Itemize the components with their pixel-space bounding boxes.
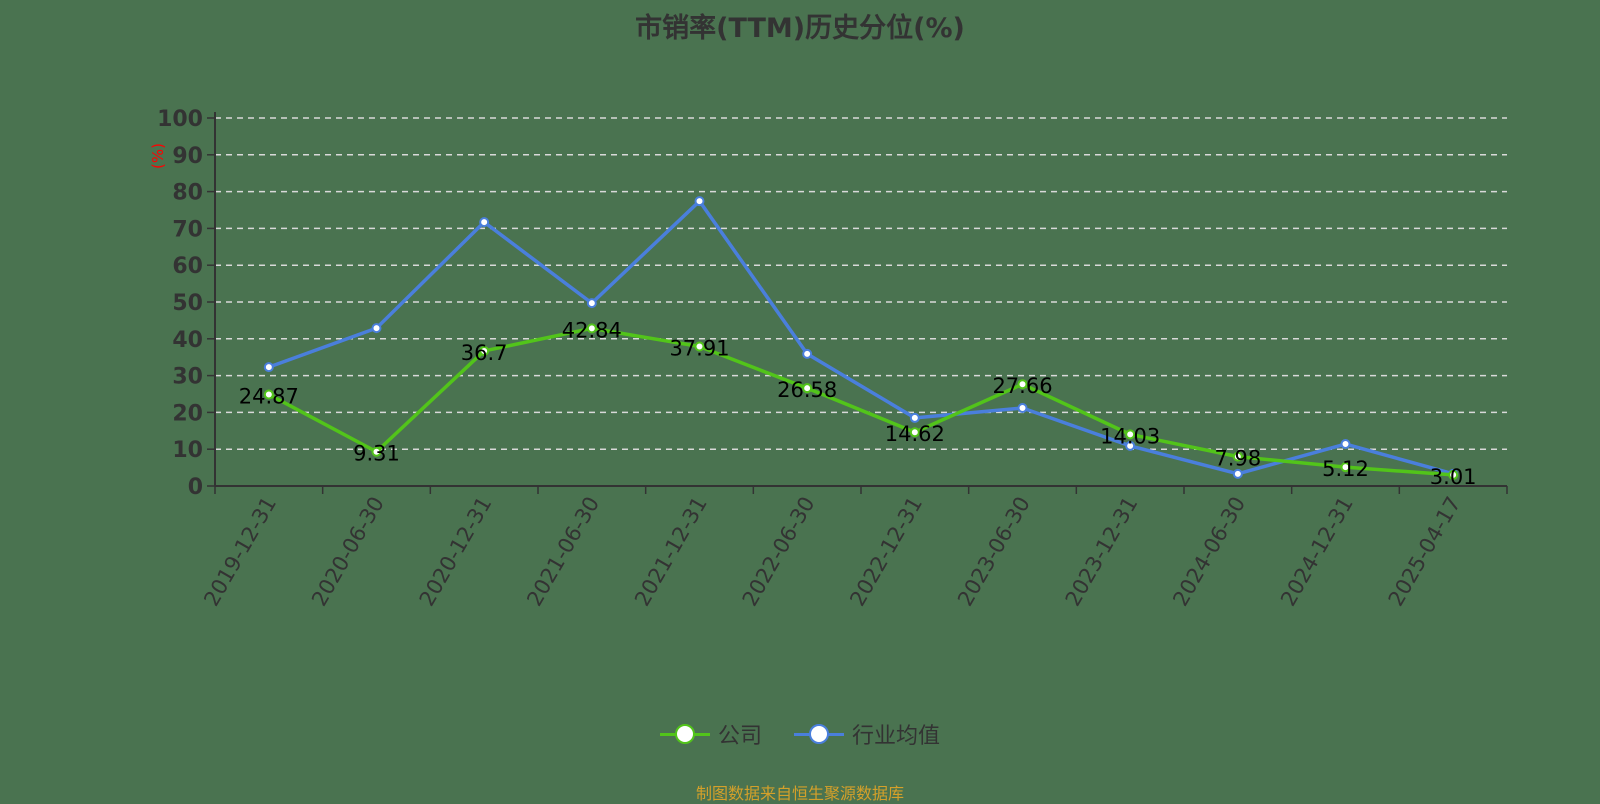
industry-point[interactable]: [1125, 440, 1136, 451]
industry-point[interactable]: [586, 298, 597, 309]
y-axis-unit-label: (%): [149, 143, 167, 169]
company-point[interactable]: [1232, 451, 1243, 462]
company-point[interactable]: [1125, 429, 1136, 440]
company-point[interactable]: [479, 345, 490, 356]
data-label: 14.03: [1100, 424, 1160, 448]
data-label: 27.66: [992, 374, 1052, 398]
data-label: 37.91: [669, 336, 729, 360]
industry-point[interactable]: [802, 348, 813, 359]
data-label: 7.98: [1214, 447, 1261, 471]
y-tick-label: 10: [172, 438, 203, 463]
y-tick-label: 20: [172, 401, 203, 426]
legend-company-marker-icon: [659, 724, 710, 744]
company-point[interactable]: [263, 389, 274, 400]
x-tick-label: 2024-12-31: [1276, 493, 1358, 611]
industry-point[interactable]: [909, 412, 920, 423]
y-tick-label: 40: [172, 328, 203, 353]
source-note: 制图数据来自恒生聚源数据库: [695, 784, 904, 803]
data-label: 9.31: [353, 442, 400, 466]
x-tick-label: 2021-06-30: [522, 493, 604, 611]
x-tick-label: 2020-12-31: [415, 492, 497, 610]
company-line: [268, 326, 1454, 477]
company-point[interactable]: [909, 427, 920, 438]
industry-point[interactable]: [1017, 402, 1028, 413]
data-label: 42.84: [562, 318, 622, 342]
x-tick-label: 2022-06-30: [738, 493, 820, 611]
industry-point[interactable]: [263, 362, 274, 373]
company-point[interactable]: [1017, 379, 1028, 390]
y-tick-label: 30: [172, 365, 203, 390]
y-tick-label: 100: [157, 107, 203, 132]
data-label: 26.58: [777, 378, 837, 402]
legend-industry-marker-icon: [794, 724, 844, 744]
industry-line: [268, 199, 1454, 476]
company-point[interactable]: [802, 383, 813, 394]
legend-item-industry[interactable]: 行业均值: [794, 718, 940, 750]
legend-item-company[interactable]: 公司: [659, 718, 762, 750]
data-label: 24.87: [239, 384, 299, 408]
y-tick-label: 50: [172, 291, 203, 316]
y-tick-label: 80: [172, 181, 203, 206]
y-tick-label: 0: [188, 475, 203, 500]
company-point[interactable]: [694, 341, 705, 352]
data-label: 5.12: [1322, 457, 1369, 481]
data-label: 14.62: [885, 422, 945, 446]
legend: 公司 行业均值: [0, 718, 1600, 750]
x-tick-label: 2021-12-31: [630, 493, 712, 611]
company-point[interactable]: [1340, 462, 1351, 473]
industry-point[interactable]: [694, 196, 705, 207]
company-point[interactable]: [1448, 469, 1459, 480]
data-label: 3.01: [1430, 465, 1477, 489]
x-tick-label: 2020-06-30: [307, 493, 389, 611]
industry-point[interactable]: [1340, 439, 1351, 450]
y-tick-label: 90: [172, 144, 203, 169]
x-tick-label: 2019-12-31: [199, 493, 281, 611]
company-point[interactable]: [371, 446, 382, 457]
x-tick-label: 2025-04-17: [1384, 493, 1466, 611]
x-tick-label: 2023-06-30: [953, 493, 1035, 611]
industry-point[interactable]: [1232, 468, 1243, 479]
y-tick-label: 60: [172, 254, 203, 279]
legend-label-industry: 行业均值: [852, 724, 941, 749]
company-point[interactable]: [586, 323, 597, 334]
x-tick-label: 2023-12-31: [1061, 493, 1143, 611]
industry-point[interactable]: [479, 217, 490, 228]
x-tick-label: 2022-12-31: [845, 492, 927, 610]
y-tick-label: 70: [172, 217, 203, 242]
industry-point[interactable]: [371, 323, 382, 334]
legend-label-company: 公司: [717, 724, 762, 749]
chart-title: 市销率(TTM)历史分位(%): [635, 13, 965, 44]
x-tick-label: 2024-06-30: [1168, 493, 1250, 611]
data-label: 36.7: [461, 341, 508, 365]
